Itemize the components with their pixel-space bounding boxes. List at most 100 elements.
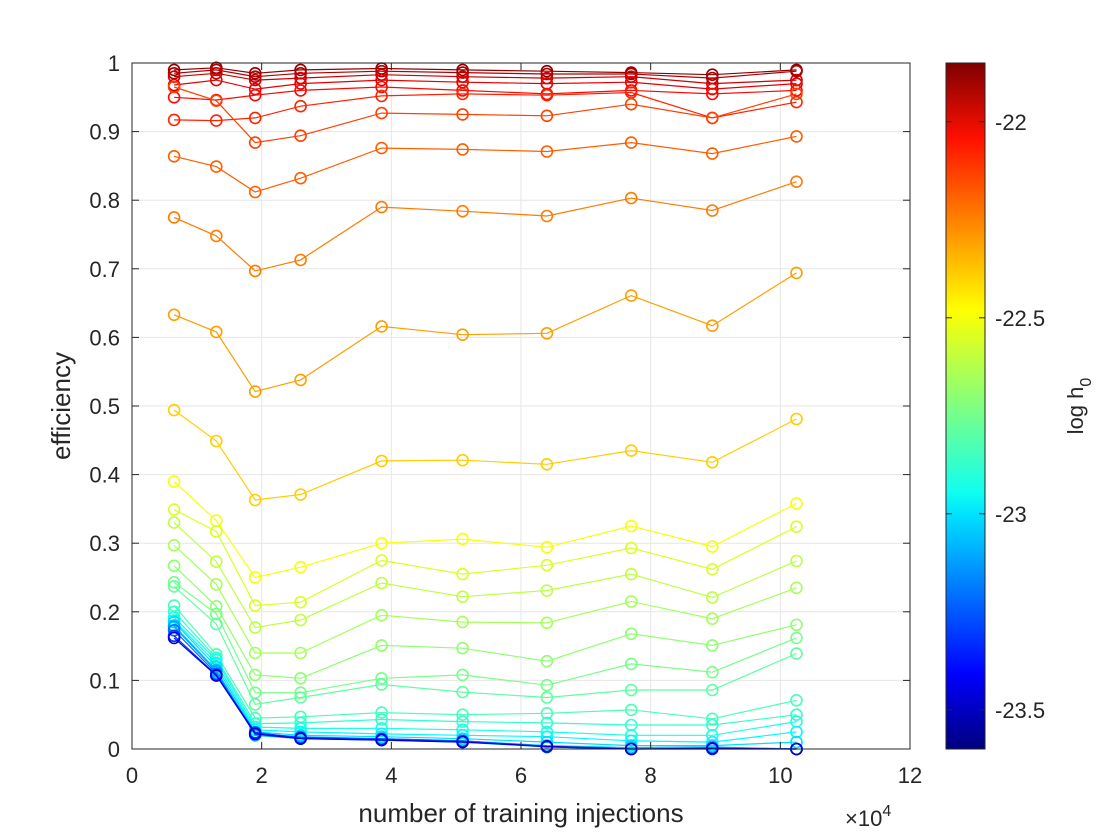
data-point xyxy=(456,735,469,749)
data-point xyxy=(705,319,719,333)
data-point xyxy=(705,87,719,101)
data-point xyxy=(375,200,388,214)
data-point xyxy=(375,733,388,747)
data-point xyxy=(248,385,262,398)
series--22.7 xyxy=(167,559,803,685)
data-point xyxy=(248,571,262,584)
data-point xyxy=(294,671,307,685)
x-multiplier-exponent: 4 xyxy=(882,803,891,820)
series-line xyxy=(173,522,797,629)
x-tick-label: 4 xyxy=(385,763,397,788)
data-point xyxy=(294,171,307,185)
colorbar-tick-label: -23.5 xyxy=(995,698,1045,723)
data-point xyxy=(705,455,719,469)
data-point xyxy=(705,111,719,125)
x-tick-label: 2 xyxy=(256,763,268,788)
series-line xyxy=(174,72,797,85)
data-point xyxy=(248,185,262,199)
data-point xyxy=(375,73,388,87)
colorbar xyxy=(946,63,985,749)
x-tick-label: 6 xyxy=(515,763,527,788)
data-point xyxy=(248,73,262,87)
data-point xyxy=(456,87,469,101)
data-point xyxy=(210,325,223,339)
data-point xyxy=(540,457,554,471)
data-point xyxy=(790,618,803,632)
data-point xyxy=(210,94,223,107)
data-point xyxy=(210,434,223,448)
data-point xyxy=(705,68,719,81)
data-point xyxy=(375,320,388,333)
data-point xyxy=(248,599,262,612)
data-point xyxy=(294,373,307,387)
data-point xyxy=(790,520,803,534)
y-tick-label: 0.8 xyxy=(89,188,120,213)
data-point xyxy=(375,80,388,94)
data-point xyxy=(248,136,262,149)
series-line xyxy=(173,620,797,743)
y-tick-label: 0.2 xyxy=(89,600,120,625)
data-point xyxy=(375,671,388,685)
data-point xyxy=(375,713,388,726)
data-point xyxy=(248,646,262,660)
data-point xyxy=(540,88,554,102)
series-line xyxy=(173,135,797,193)
series--22.57 xyxy=(167,503,803,612)
data-point xyxy=(705,665,719,679)
data-point xyxy=(790,554,803,568)
data-point xyxy=(624,136,638,149)
x-axis-label: number of training injections xyxy=(358,798,683,828)
data-point xyxy=(456,204,469,218)
colorbar-label-sub: 0 xyxy=(1078,378,1095,387)
series-line xyxy=(174,69,797,79)
data-point xyxy=(294,686,307,700)
data-point xyxy=(624,567,638,581)
data-point xyxy=(167,211,181,224)
series-line xyxy=(173,605,797,720)
data-point xyxy=(167,113,181,127)
data-point xyxy=(624,289,638,302)
data-point xyxy=(167,538,181,552)
data-point xyxy=(210,599,223,613)
data-point xyxy=(790,647,803,660)
x-tick-label: 0 xyxy=(126,763,138,788)
series-line xyxy=(173,481,797,579)
data-point xyxy=(624,97,638,111)
colorbar-tick-label: -23 xyxy=(995,502,1027,527)
data-point xyxy=(540,558,554,572)
data-point xyxy=(624,683,638,697)
data-point xyxy=(790,725,803,739)
data-point xyxy=(375,576,388,590)
data-point xyxy=(705,712,719,726)
colorbar-frame xyxy=(945,62,986,750)
data-point xyxy=(624,627,638,641)
y-tick-labels: 0 0.1 0.2 0.3 0.4 0.5 0.6 0.7 0.8 0.9 1 xyxy=(89,51,120,762)
data-point xyxy=(248,70,262,83)
data-point xyxy=(456,641,469,655)
data-point xyxy=(294,63,307,77)
data-point xyxy=(790,64,803,78)
data-point xyxy=(375,678,388,691)
data-point xyxy=(705,562,719,576)
series-line xyxy=(173,272,797,393)
data-point xyxy=(375,64,388,78)
series-line xyxy=(173,409,797,501)
data-point xyxy=(248,668,262,682)
data-point xyxy=(790,175,803,188)
colorbar-label-main: log h xyxy=(1063,387,1088,435)
data-point xyxy=(456,590,469,604)
series-line xyxy=(174,91,797,122)
x-tick-labels: 0 2 4 6 8 10 12 xyxy=(126,763,922,788)
data-point xyxy=(167,475,181,488)
data-point xyxy=(294,646,307,660)
data-point xyxy=(210,669,223,682)
data-point xyxy=(540,725,554,739)
data-point xyxy=(167,580,181,593)
y-tick-label: 0.5 xyxy=(89,394,120,419)
series-line xyxy=(173,581,797,694)
data-point xyxy=(375,454,388,468)
data-point xyxy=(210,607,223,621)
data-point xyxy=(456,108,469,121)
data-point xyxy=(456,715,469,728)
series--22.23 xyxy=(167,130,803,199)
